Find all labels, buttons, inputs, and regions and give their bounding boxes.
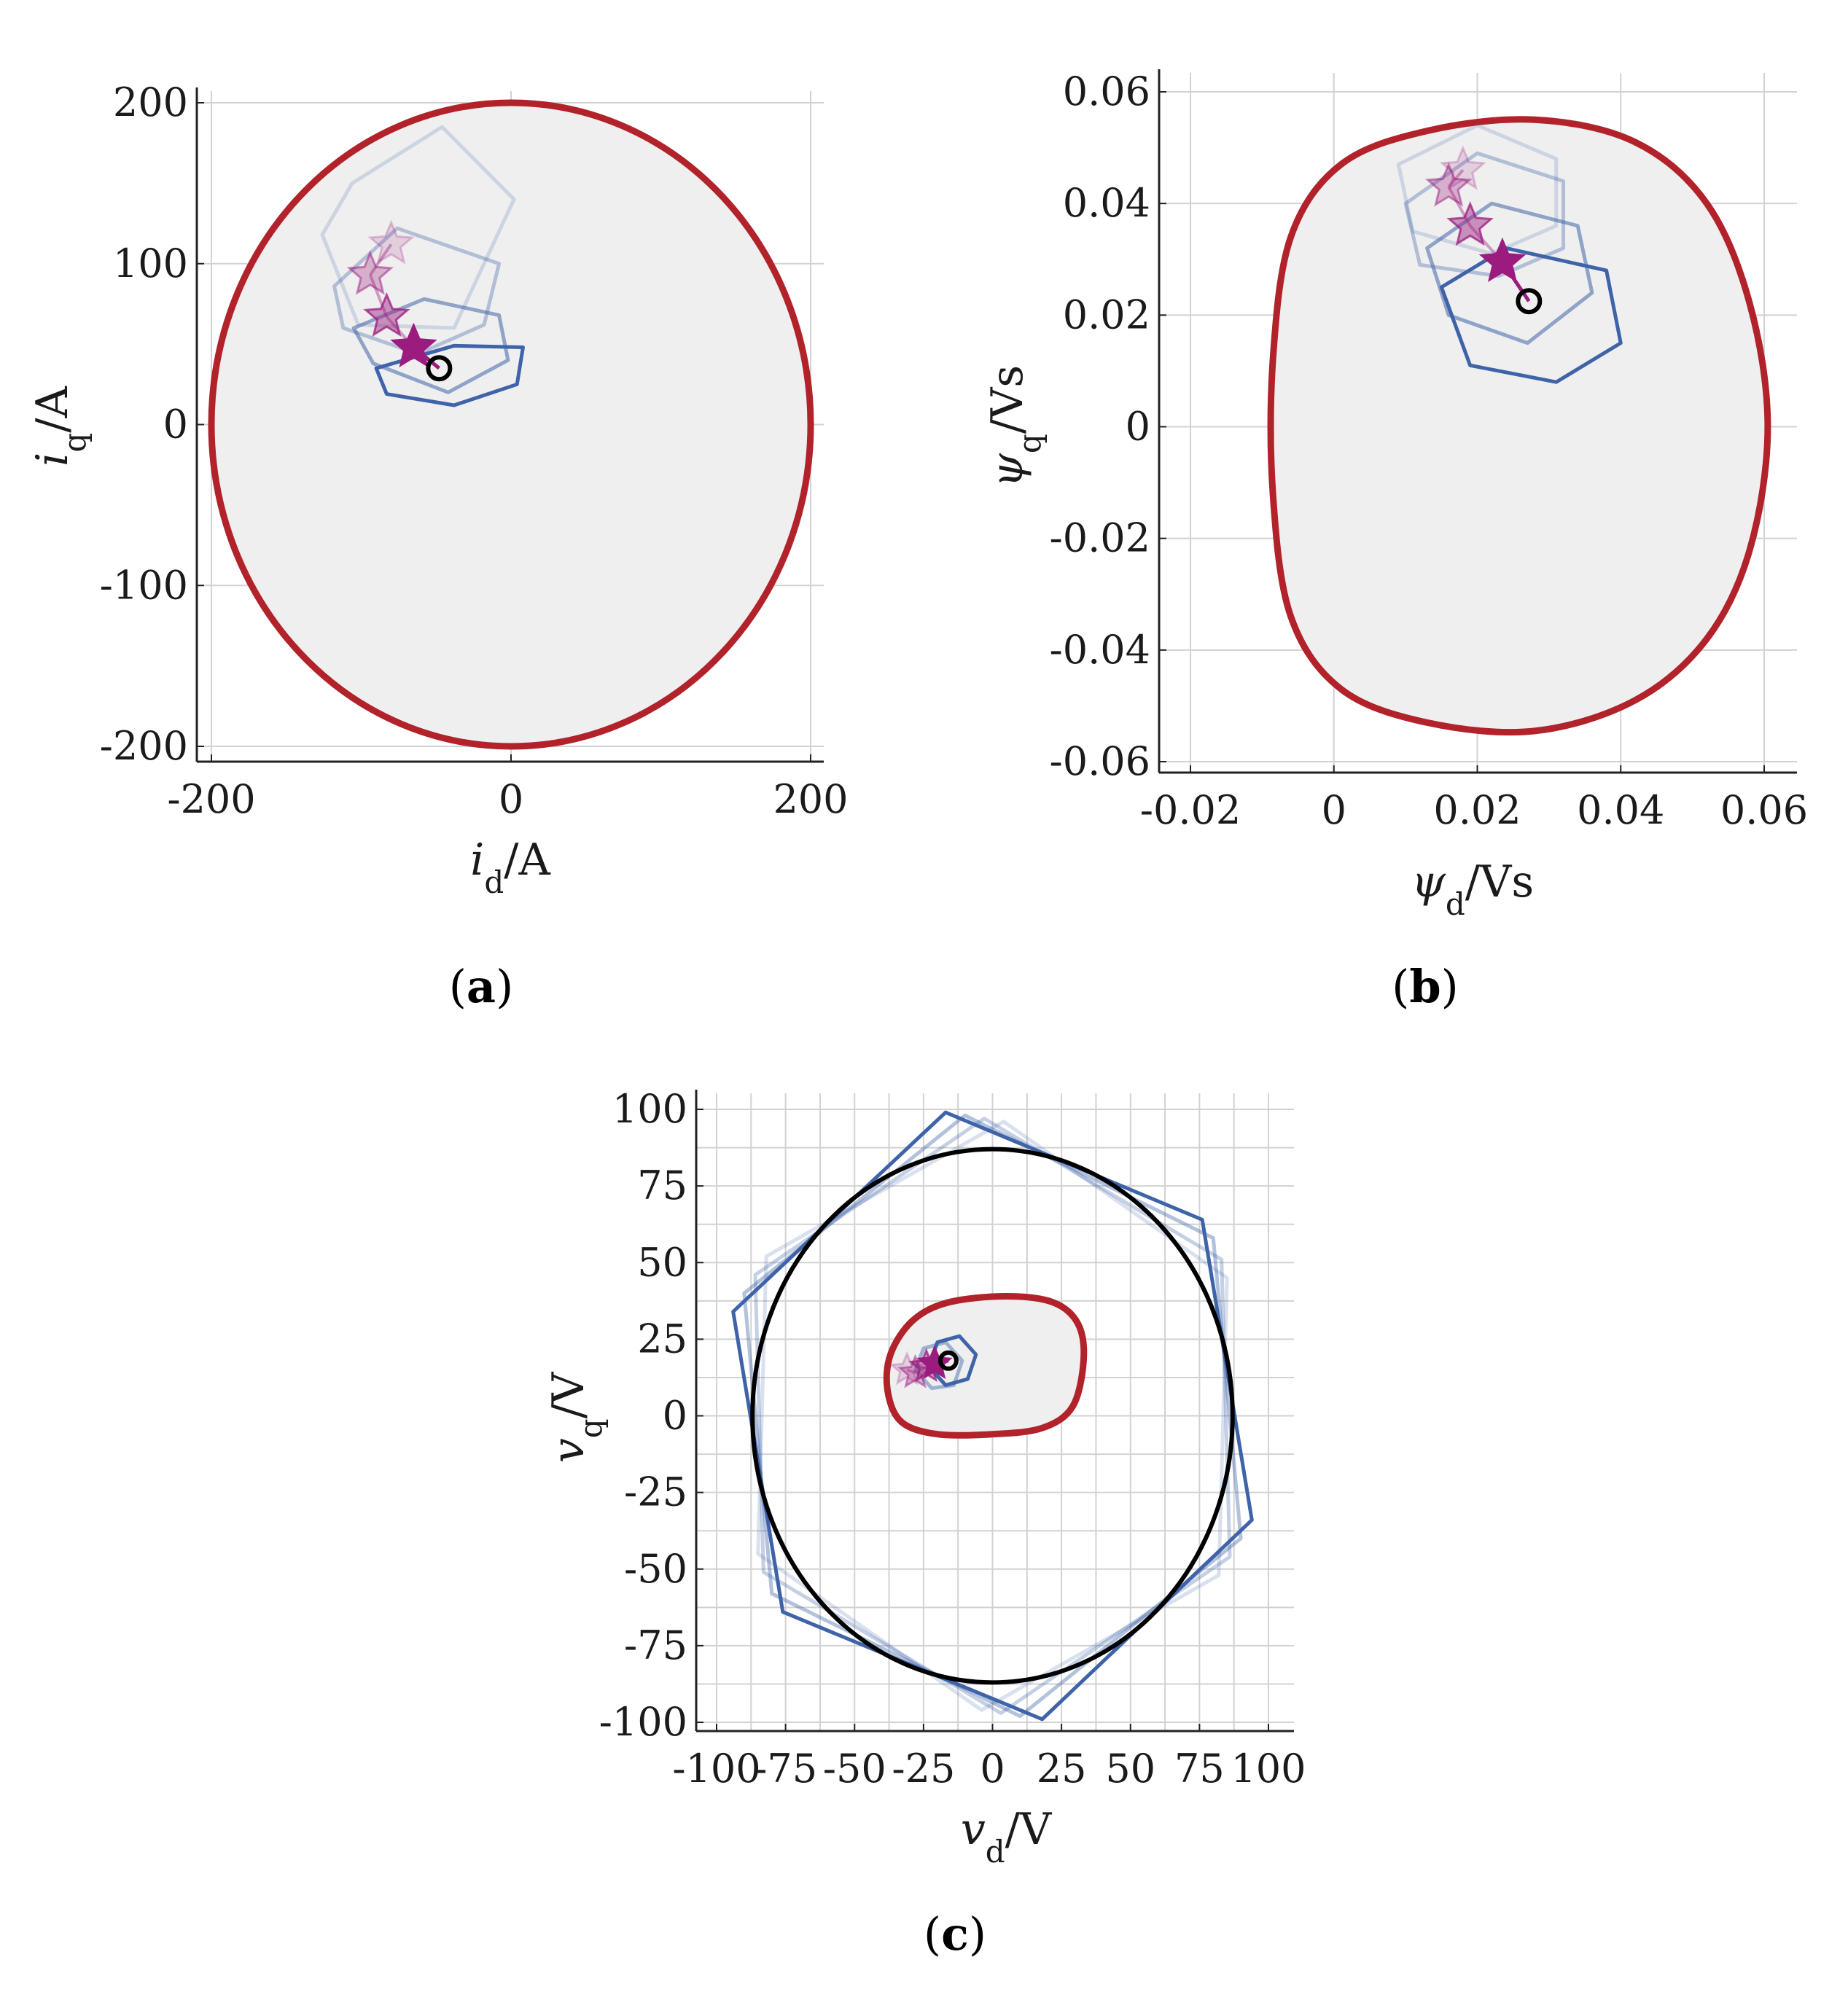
y-tick-label: 0 (663, 1393, 687, 1439)
feasible-boundary (208, 99, 814, 750)
admissible-polygon (374, 343, 525, 407)
x-tick-label: -0.02 (1140, 787, 1241, 833)
y-tick-label: -200 (100, 723, 188, 769)
y-tick-label: -0.06 (1050, 738, 1150, 784)
voltage-limit-circle (750, 1147, 1235, 1685)
trajectory-star (367, 219, 415, 265)
trajectory-star (363, 292, 410, 337)
y-tick-label: 100 (113, 241, 188, 286)
panel-a-chart: -200 0 200 -200 -100 0 100 200 (100, 79, 849, 822)
y-tick-label: -50 (624, 1546, 687, 1592)
inner-polygon (927, 1334, 978, 1387)
y-tick-label: -0.02 (1050, 515, 1150, 561)
x-tick-label: 0 (1322, 787, 1346, 833)
x-tick-label: 50 (1105, 1746, 1155, 1792)
panel-c-ylabel: vq/V (543, 1371, 609, 1463)
panel-a-xlabel: id/A (470, 835, 550, 900)
feasible-boundary (1267, 116, 1771, 736)
admissible-polygon (351, 297, 510, 394)
x-tick-label: -75 (754, 1746, 817, 1792)
panel-b-label: (b) (1392, 960, 1459, 1013)
operating-point-marker (426, 355, 453, 382)
x-tick-label: -25 (892, 1746, 955, 1792)
trajectory-segment (368, 274, 389, 318)
y-tick-label: 0 (1126, 404, 1150, 450)
trajectory-star (916, 1345, 953, 1379)
x-tick-label: 25 (1037, 1746, 1087, 1792)
trajectory-star (346, 250, 394, 295)
trajectory-star (1478, 237, 1527, 282)
y-tick-label: -75 (624, 1622, 687, 1668)
x-tick-label: 0.02 (1433, 787, 1521, 833)
y-tick-label: 0 (163, 402, 188, 448)
trajectory-segment (906, 1368, 916, 1375)
feasible-boundary (883, 1293, 1088, 1439)
y-tick-label: 50 (637, 1239, 687, 1285)
panel-a-ylabel: iq/A (27, 386, 93, 466)
x-tick-label: 0.06 (1720, 787, 1808, 833)
trajectory-segment (1447, 186, 1472, 227)
x-tick-label: 0 (499, 776, 523, 822)
panel-a-label: (a) (449, 960, 514, 1013)
y-tick-label: 0.04 (1063, 180, 1150, 226)
y-tick-label: 100 (612, 1086, 687, 1132)
panel-c-label: (c) (924, 1907, 986, 1961)
admissible-polygon (1439, 246, 1623, 384)
voltage-hexagon (753, 1117, 1232, 1715)
panel-b-xlabel: ψd/Vs (1411, 856, 1534, 922)
operating-point-marker (937, 1350, 959, 1371)
x-tick-label: 100 (1231, 1746, 1306, 1792)
x-tick-label: 75 (1174, 1746, 1225, 1792)
x-tick-label: -50 (823, 1746, 886, 1792)
y-tick-label: 0.02 (1063, 292, 1150, 337)
y-tick-label: 25 (637, 1316, 687, 1362)
panel-b-ylabel: ψq/Vs (982, 365, 1048, 488)
panel-c-xlabel: vd/V (961, 1804, 1053, 1870)
x-tick-label: 200 (773, 776, 848, 822)
trajectory-segment (369, 243, 393, 276)
y-tick-label: -25 (624, 1469, 687, 1515)
y-tick-label: 200 (113, 79, 188, 125)
voltage-hexagon (742, 1113, 1243, 1719)
x-tick-label: -200 (167, 776, 255, 822)
admissible-polygon (1425, 201, 1594, 345)
y-tick-label: -100 (599, 1699, 687, 1745)
trajectory-star (390, 322, 437, 367)
x-tick-label: 0 (980, 1746, 1005, 1792)
panel-c-chart: -100-75 -50 -25 0 25 50 75 100-100-75-50-250255… (599, 1086, 1306, 1792)
y-tick-label: -0.04 (1050, 627, 1150, 673)
trajectory-star (1446, 200, 1494, 246)
voltage-hexagon (731, 1110, 1254, 1722)
panel-b-chart: -0.02 0 0.02 0.04 0.06 -0.06 -0.04 -0.02 0 0.02 0.… (1050, 69, 1809, 833)
x-tick-label: -100 (672, 1746, 760, 1792)
x-tick-label: 0.04 (1577, 787, 1664, 833)
admissible-polygon (1403, 151, 1566, 278)
y-tick-label: -100 (100, 562, 188, 608)
y-tick-label: 0.06 (1063, 69, 1150, 114)
trajectory-star (1424, 162, 1473, 207)
operating-point-marker (1516, 288, 1543, 315)
voltage-hexagon (756, 1120, 1229, 1712)
inner-polygon (913, 1340, 964, 1391)
y-tick-label: 75 (637, 1163, 687, 1208)
